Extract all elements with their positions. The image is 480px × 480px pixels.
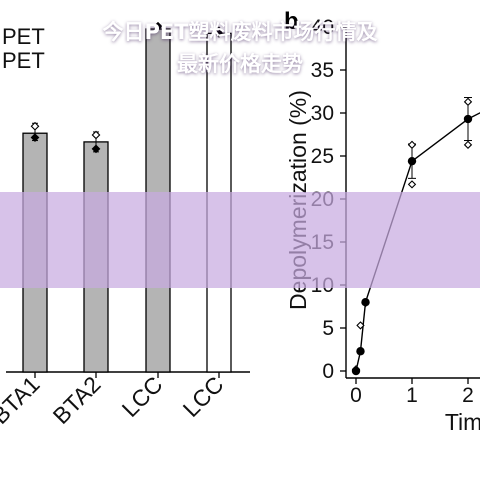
- banner-title-line-1: 今日PET塑料废料市场行情及: [102, 20, 378, 44]
- x-tick-label: BTA2: [48, 371, 106, 429]
- replicate-marker: [30, 121, 40, 131]
- x-tick-label: 1: [406, 384, 418, 407]
- data-point: [351, 366, 361, 376]
- replicate-marker: [463, 140, 473, 149]
- banner-text: 今日PET塑料废料市场行情及 最新价格走势: [0, 0, 480, 96]
- title-banner: [0, 192, 480, 288]
- data-point: [356, 347, 365, 356]
- y-tick-label: 40: [311, 16, 334, 39]
- replicate-marker: [91, 144, 101, 154]
- replicate-marker: [153, 22, 163, 31]
- panel-label: b: [284, 8, 299, 35]
- x-tick-label: 0: [350, 384, 362, 407]
- legend-label: PET: [2, 48, 45, 73]
- replicate-marker: [407, 180, 417, 189]
- replicate-marker: [91, 130, 101, 140]
- x-tick-label: LCC: [178, 371, 229, 422]
- y-tick-label: 25: [311, 145, 334, 168]
- y-tick-label: 30: [311, 102, 334, 125]
- replicate-marker: [214, 28, 224, 38]
- data-point: [407, 156, 417, 166]
- replicate-marker: [30, 133, 40, 142]
- replicate-marker: [463, 97, 473, 106]
- x-tick-label: BTA1: [0, 371, 45, 429]
- y-tick-label: 35: [311, 59, 334, 82]
- y-tick-label: 5: [322, 317, 334, 340]
- data-point: [463, 114, 473, 124]
- x-tick-label: LCC: [117, 371, 168, 422]
- replicate-marker: [356, 321, 365, 330]
- x-axis-label: Time: [445, 409, 480, 435]
- x-tick-label: 2: [462, 384, 474, 407]
- banner-title-line-2: 最新价格走势: [177, 52, 303, 76]
- data-point: [361, 298, 370, 307]
- replicate-marker: [407, 140, 417, 149]
- y-tick-label: 0: [322, 360, 334, 383]
- legend-label: PET: [2, 24, 45, 49]
